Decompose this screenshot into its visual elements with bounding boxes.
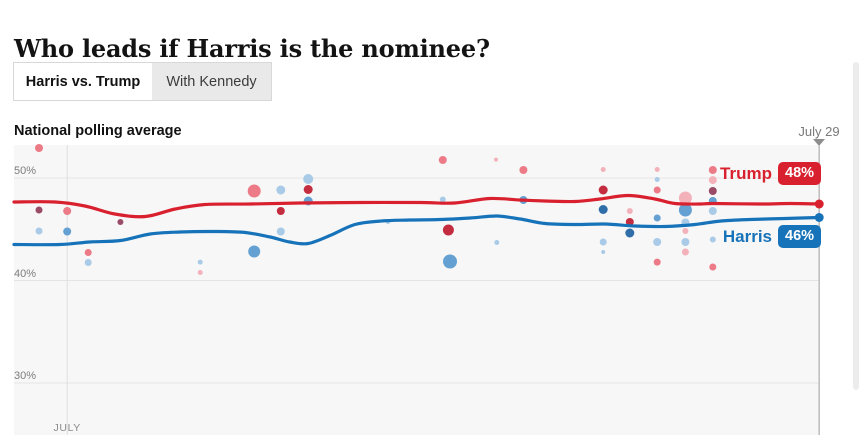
chart-title: National polling average — [14, 123, 182, 139]
poll-dot — [625, 228, 635, 238]
tab-harris-vs-trump[interactable]: Harris vs. Trump — [14, 63, 152, 100]
chart-canvas — [12, 144, 824, 435]
harris-label-row: Harris 46% — [682, 225, 822, 248]
poll-dot — [439, 196, 446, 203]
poll-dot — [599, 238, 607, 246]
poll-dot — [682, 228, 689, 234]
poll-dot — [708, 187, 717, 195]
poll-dot — [709, 263, 717, 271]
poll-dot — [247, 184, 261, 198]
poll-dot — [653, 238, 662, 246]
poll-dot — [653, 214, 661, 222]
ytick-50: 50% — [14, 165, 37, 177]
poll-dot — [598, 205, 608, 214]
line-end-dot-trump — [814, 199, 824, 209]
poll-dot — [197, 259, 203, 265]
poll-dot — [276, 185, 286, 195]
poll-dot — [654, 167, 660, 172]
ytick-40: 40% — [14, 267, 37, 280]
poll-dot — [708, 176, 717, 185]
trend-line-harris — [12, 214, 821, 247]
poll-dot — [442, 224, 454, 236]
xtick-july: JULY — [53, 422, 81, 434]
trump-label-row: Trump 48% — [682, 162, 822, 185]
poll-dot — [63, 207, 72, 215]
line-end-dot-harris — [814, 213, 824, 222]
poll-dot — [653, 186, 661, 194]
poll-dot — [681, 248, 689, 256]
ytick-30: 30% — [14, 370, 37, 382]
poll-dot — [601, 250, 606, 254]
poll-dot — [681, 238, 690, 246]
polling-chart: 50% 40% 30% JULY Trump 48% Harris 46% — [12, 144, 824, 435]
poll-dot — [35, 206, 43, 214]
poll-dot — [600, 167, 606, 172]
tab-with-kennedy[interactable]: With Kennedy — [152, 63, 271, 100]
poll-dot — [438, 156, 447, 164]
trend-line-trump — [12, 193, 821, 219]
poll-dot — [84, 259, 92, 266]
marker-triangle-icon — [813, 139, 825, 146]
poll-dot — [494, 240, 500, 245]
harris-series-name: Harris — [722, 226, 772, 246]
poll-dot — [303, 174, 314, 184]
trump-series-name: Trump — [720, 163, 772, 183]
poll-dot — [197, 270, 203, 275]
poll-dot — [35, 227, 43, 235]
poll-dot — [494, 157, 498, 162]
poll-dot — [248, 245, 261, 258]
poll-dot — [84, 249, 92, 256]
poll-dot — [276, 227, 285, 236]
poll-dot — [654, 177, 660, 182]
poll-dot — [708, 207, 717, 215]
poll-dot — [678, 203, 692, 217]
page-title: Who leads if Harris is the nominee? — [14, 34, 490, 64]
poll-dot — [303, 185, 313, 194]
harris-value-badge: 46% — [778, 225, 822, 248]
poll-dot — [653, 258, 661, 266]
date-marker-label: July 29 — [798, 124, 840, 139]
poll-dot — [63, 227, 72, 236]
poll-dot — [117, 219, 124, 225]
poll-dot — [678, 191, 692, 205]
poll-dot — [519, 166, 528, 174]
poll-dot — [709, 236, 716, 243]
tab-group: Harris vs. Trump With Kennedy — [13, 62, 272, 101]
poll-dot — [626, 208, 633, 214]
poll-dot — [443, 254, 457, 269]
trump-value-badge: 48% — [778, 162, 822, 185]
poll-dot — [276, 207, 285, 215]
poll-dot — [708, 166, 717, 174]
poll-dot — [35, 144, 43, 152]
poll-dot — [598, 185, 608, 195]
page-scrollbar[interactable] — [853, 62, 859, 390]
